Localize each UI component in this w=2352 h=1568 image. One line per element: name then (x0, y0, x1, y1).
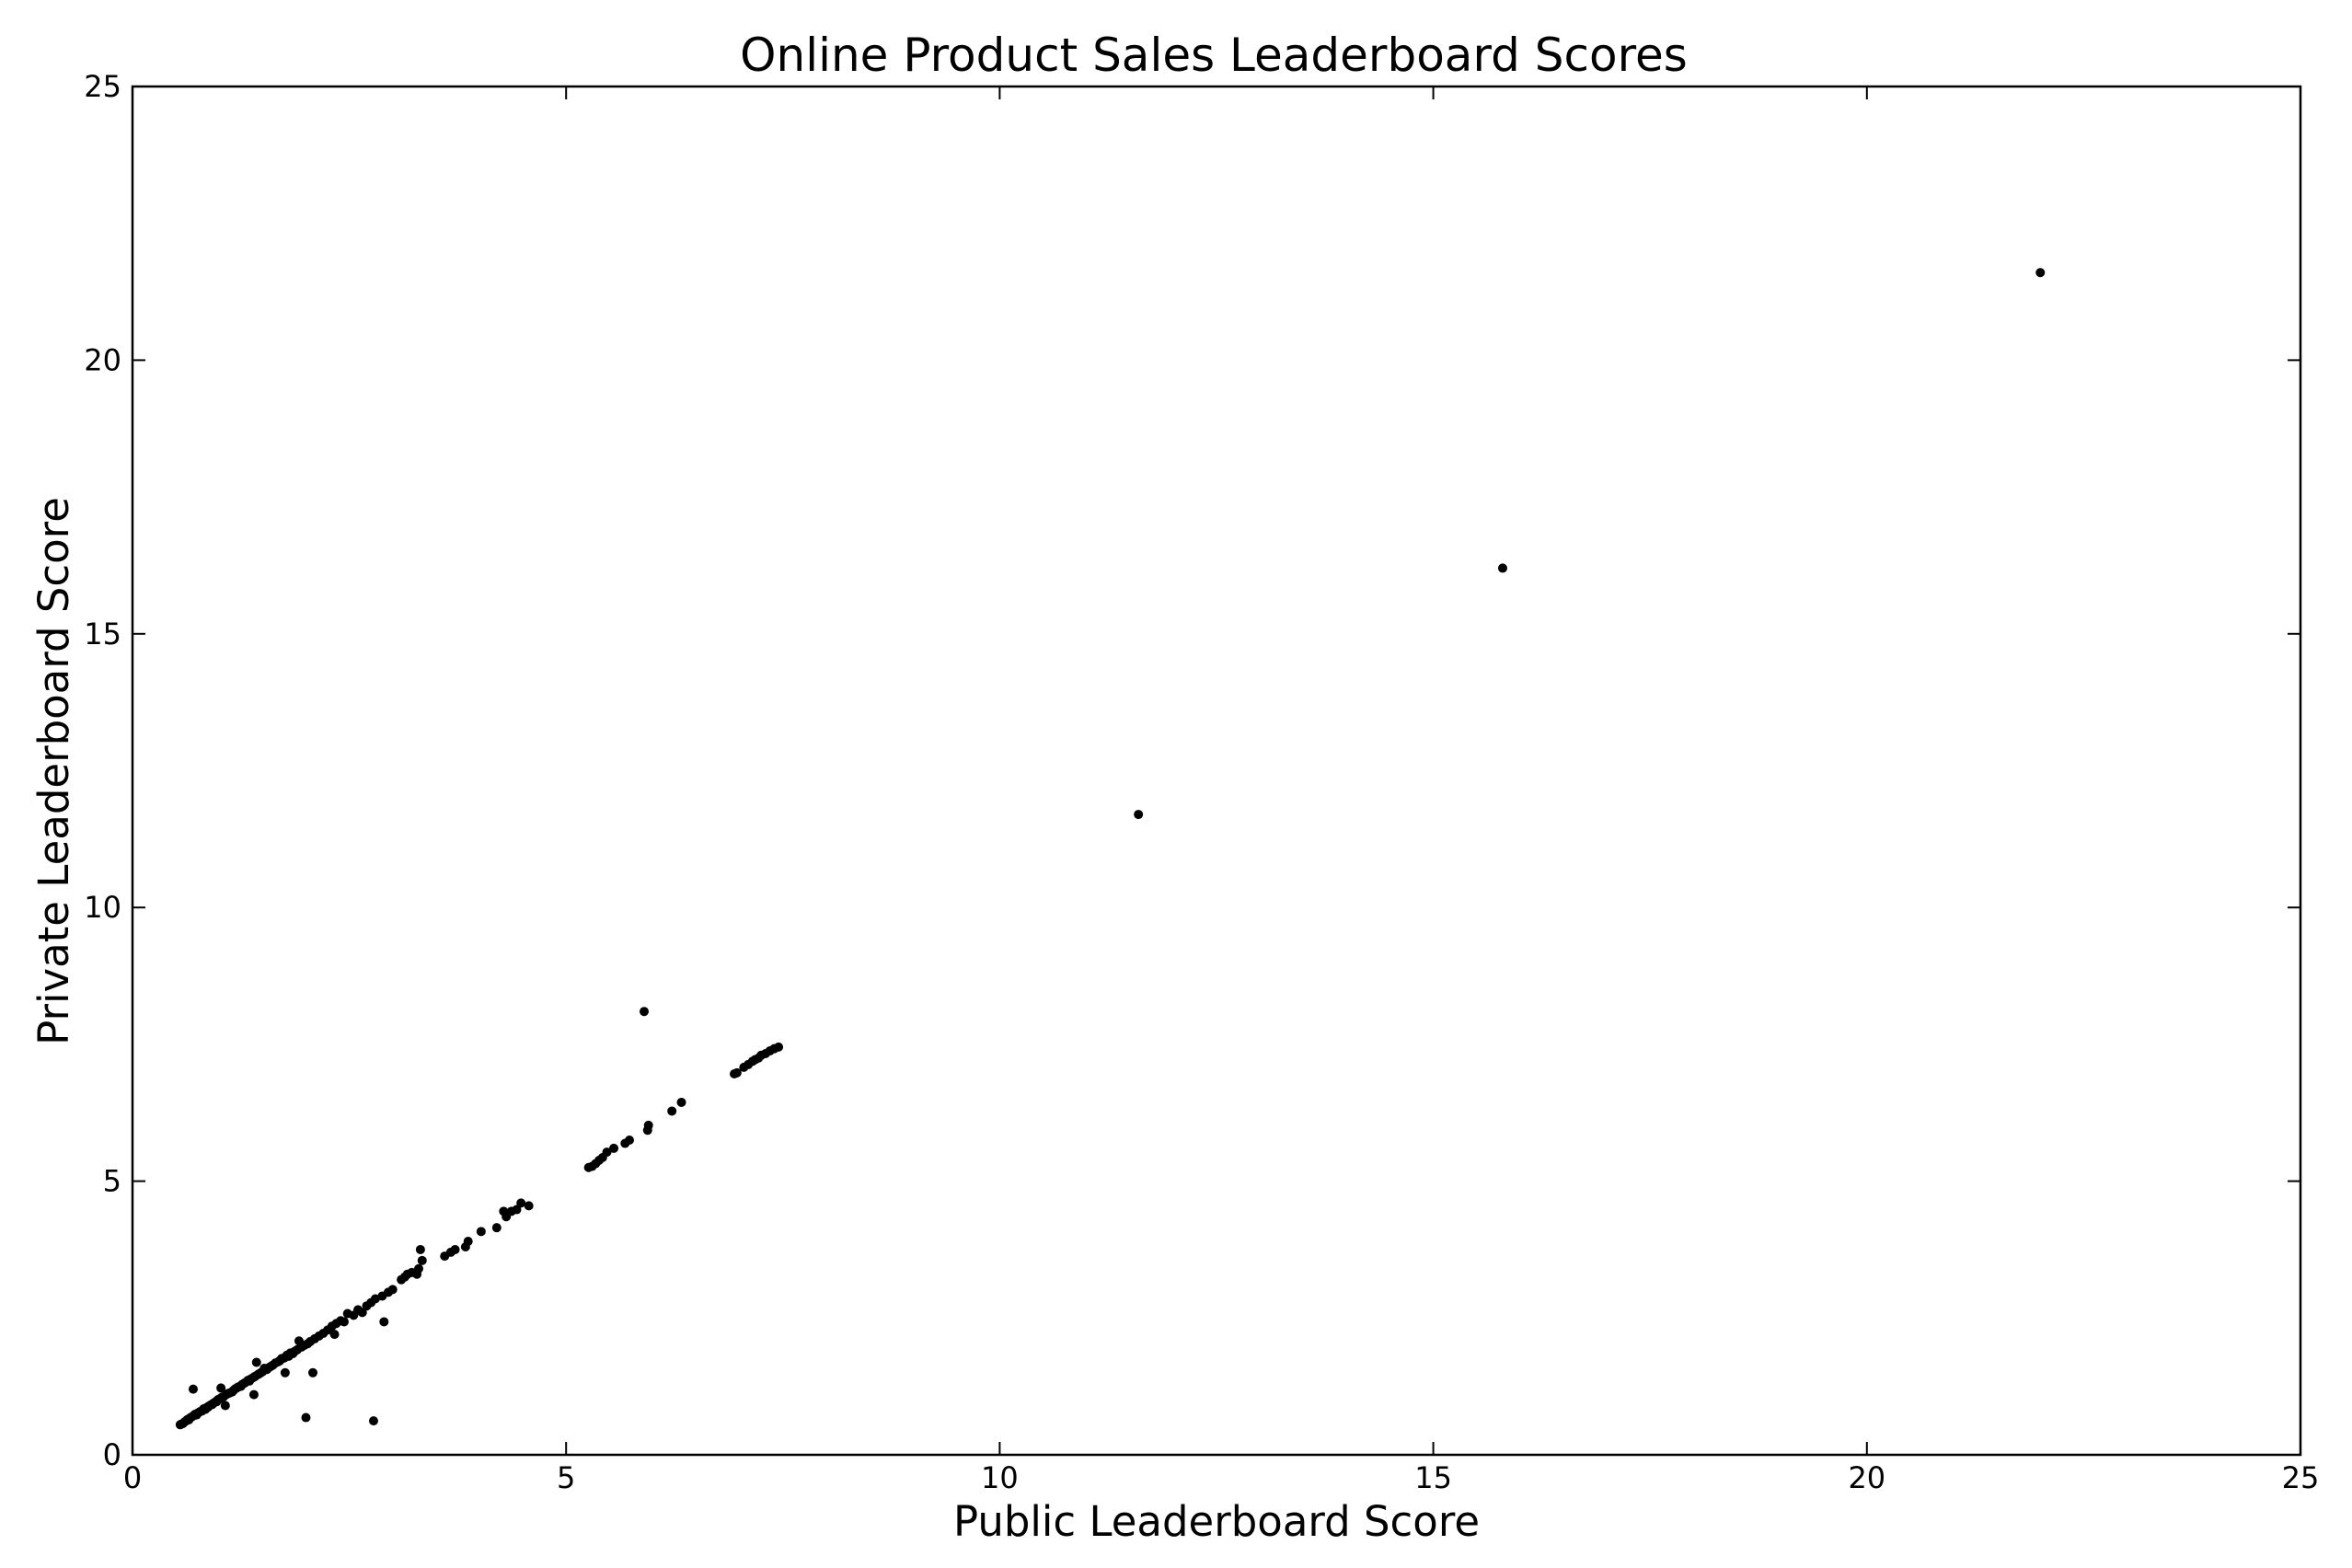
scatter-point (220, 1401, 230, 1411)
scatter-point (460, 1241, 470, 1251)
scatter-point (216, 1383, 226, 1393)
scatter-point (301, 1412, 311, 1423)
scatter-point (251, 1357, 261, 1367)
data-points (175, 268, 2046, 1430)
scatter-point (730, 1069, 740, 1079)
scatter-point (329, 1330, 340, 1340)
scatter-point (188, 1384, 198, 1394)
scatter-point (397, 1274, 407, 1285)
scatter-point (739, 1062, 749, 1072)
scatter-point (175, 1420, 185, 1430)
scatter-point (1134, 810, 1144, 820)
x-tick-label: 5 (557, 1460, 575, 1495)
scatter-point (491, 1223, 502, 1233)
chart-title: Online Product Sales Leaderboard Scores (740, 29, 1688, 82)
scatter-point (2035, 268, 2046, 278)
scatter-point (642, 1125, 652, 1136)
scatter-point (609, 1143, 619, 1153)
scatter-point (620, 1138, 630, 1148)
y-tick-label: 5 (103, 1164, 121, 1199)
x-tick-label: 15 (1414, 1460, 1452, 1495)
scatter-point (368, 1416, 378, 1426)
scatter-point (294, 1336, 304, 1346)
scatter-point (516, 1198, 526, 1208)
x-tick-label: 25 (2282, 1460, 2320, 1495)
scatter-point (379, 1317, 389, 1327)
x-tick-label: 0 (123, 1460, 142, 1495)
scatter-point (417, 1255, 427, 1265)
plot-area (131, 85, 2302, 1457)
scatter-point (308, 1367, 318, 1378)
scatter-point (524, 1201, 534, 1211)
y-tick-label: 10 (84, 890, 121, 925)
scatter-point (415, 1244, 425, 1254)
scatter-point (248, 1389, 259, 1400)
scatter-point (362, 1301, 372, 1311)
y-tick-label: 25 (84, 69, 121, 104)
x-axis-label: Public Leaderboard Score (953, 1497, 1480, 1546)
x-tick-label: 10 (981, 1460, 1019, 1495)
scatter-point (583, 1162, 594, 1172)
y-tick-labels: 0 5 10 15 20 25 (84, 69, 121, 1472)
x-tick-label: 20 (1848, 1460, 1885, 1495)
scatter-point (499, 1206, 509, 1216)
scatter-point (377, 1291, 387, 1301)
plot-frame (131, 85, 2302, 1457)
scatter-point (440, 1251, 450, 1262)
scatter-point (342, 1309, 352, 1319)
scatter-point (280, 1367, 290, 1378)
y-axis-label: Private Leaderboard Score (29, 497, 78, 1045)
scatter-point (1497, 563, 1507, 573)
y-tick-label: 20 (84, 342, 121, 377)
scatter-point (676, 1097, 686, 1107)
x-tick-labels: 0 5 10 15 20 25 (123, 1460, 2320, 1495)
y-tick-label: 0 (103, 1437, 121, 1472)
scatter-point (476, 1227, 486, 1237)
y-tick-label: 15 (84, 617, 121, 651)
axis-ticks (132, 86, 2301, 1456)
scatter-point (640, 1007, 650, 1017)
scatter-point (667, 1106, 677, 1116)
